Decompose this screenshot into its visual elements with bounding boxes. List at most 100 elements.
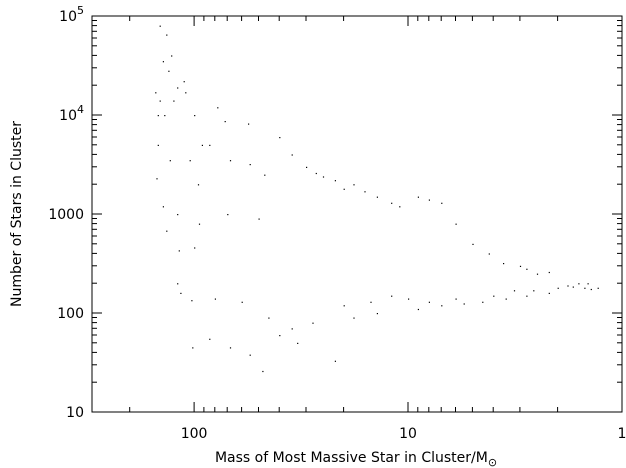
data-point bbox=[198, 223, 201, 225]
x-tick-label: 1 bbox=[618, 426, 626, 442]
data-point bbox=[417, 308, 419, 311]
data-point bbox=[157, 115, 159, 117]
data-point bbox=[217, 107, 219, 109]
data-point bbox=[159, 100, 161, 102]
data-point bbox=[370, 301, 372, 303]
data-point bbox=[185, 92, 187, 94]
data-point bbox=[513, 290, 516, 292]
data-point bbox=[164, 115, 166, 117]
data-point bbox=[229, 347, 232, 349]
data-point bbox=[597, 287, 599, 289]
y-tick-label: 1000 bbox=[48, 207, 84, 223]
data-point bbox=[249, 354, 251, 356]
data-point bbox=[322, 176, 325, 178]
data-point bbox=[262, 370, 264, 373]
data-point bbox=[343, 305, 345, 307]
data-point bbox=[399, 206, 401, 208]
data-point bbox=[391, 295, 393, 297]
data-point bbox=[306, 166, 308, 168]
data-point bbox=[177, 214, 179, 216]
data-point bbox=[590, 288, 592, 291]
data-point bbox=[408, 298, 410, 300]
data-point bbox=[279, 137, 281, 139]
y-tick-label: 105 bbox=[59, 4, 84, 25]
data-point bbox=[472, 243, 474, 245]
data-point bbox=[503, 263, 505, 265]
data-point bbox=[171, 55, 173, 57]
data-point bbox=[353, 317, 355, 319]
data-point bbox=[557, 287, 559, 289]
data-point bbox=[194, 115, 196, 117]
data-point bbox=[297, 342, 299, 344]
data-point bbox=[241, 301, 243, 303]
data-point bbox=[519, 265, 522, 267]
data-point bbox=[177, 87, 179, 89]
data-point bbox=[209, 338, 211, 340]
data-point bbox=[417, 196, 419, 198]
data-point bbox=[572, 286, 574, 288]
data-point bbox=[533, 290, 535, 292]
data-point bbox=[428, 301, 430, 303]
data-point bbox=[376, 196, 378, 198]
data-point bbox=[214, 298, 216, 300]
data-point bbox=[312, 322, 314, 324]
data-point bbox=[194, 247, 196, 249]
y-tick-label: 100 bbox=[57, 306, 84, 322]
data-point bbox=[334, 360, 336, 362]
data-point bbox=[166, 230, 168, 232]
data-point bbox=[162, 61, 164, 63]
data-point bbox=[567, 285, 569, 287]
y-axis-ticks: 10 100 1000 104 105 bbox=[48, 4, 622, 421]
data-point bbox=[463, 303, 465, 305]
y-tick-label: 104 bbox=[59, 103, 84, 124]
x-axis-ticks: 100 10 1 bbox=[91, 16, 626, 442]
data-point bbox=[268, 317, 270, 319]
data-point bbox=[526, 295, 528, 297]
x-tick-label: 100 bbox=[181, 426, 208, 442]
data-point bbox=[156, 178, 158, 180]
data-point bbox=[279, 335, 281, 337]
data-point bbox=[584, 287, 586, 289]
data-point bbox=[578, 283, 580, 285]
data-point bbox=[189, 160, 191, 162]
data-point bbox=[353, 184, 355, 186]
data-point bbox=[441, 202, 443, 204]
data-point bbox=[192, 347, 194, 349]
data-point bbox=[197, 184, 200, 186]
y-axis-title: Number of Stars in Cluster bbox=[9, 121, 25, 307]
data-point bbox=[209, 144, 211, 146]
data-point bbox=[291, 154, 293, 156]
data-point bbox=[441, 305, 443, 307]
data-point bbox=[227, 214, 229, 216]
data-point bbox=[526, 268, 528, 270]
data-point bbox=[178, 250, 180, 252]
data-point bbox=[169, 160, 171, 162]
data-point bbox=[587, 283, 589, 285]
data-point bbox=[159, 25, 161, 27]
data-point bbox=[248, 123, 250, 125]
data-point bbox=[536, 273, 539, 275]
x-tick-label: 10 bbox=[399, 426, 417, 442]
data-point bbox=[191, 300, 193, 302]
data-point bbox=[334, 180, 336, 182]
data-point bbox=[173, 100, 175, 102]
data-point bbox=[183, 81, 185, 83]
data-point bbox=[166, 34, 168, 36]
data-point bbox=[249, 164, 251, 166]
data-point bbox=[488, 253, 490, 255]
data-point bbox=[428, 199, 430, 201]
y-tick-label: 10 bbox=[66, 405, 84, 421]
data-point bbox=[177, 283, 179, 285]
data-point bbox=[343, 188, 345, 190]
data-point bbox=[391, 202, 393, 204]
data-point bbox=[201, 144, 203, 146]
data-point bbox=[315, 172, 317, 175]
data-point bbox=[258, 218, 260, 220]
data-point bbox=[548, 292, 550, 294]
data-point bbox=[376, 313, 378, 315]
data-point bbox=[493, 295, 495, 297]
data-point bbox=[364, 191, 366, 193]
data-point bbox=[548, 271, 550, 274]
x-axis-title-text: Mass of Most Massive Star in Cluster/M bbox=[215, 450, 488, 466]
x-axis-title: Mass of Most Massive Star in Cluster/M⊙ bbox=[215, 450, 497, 468]
